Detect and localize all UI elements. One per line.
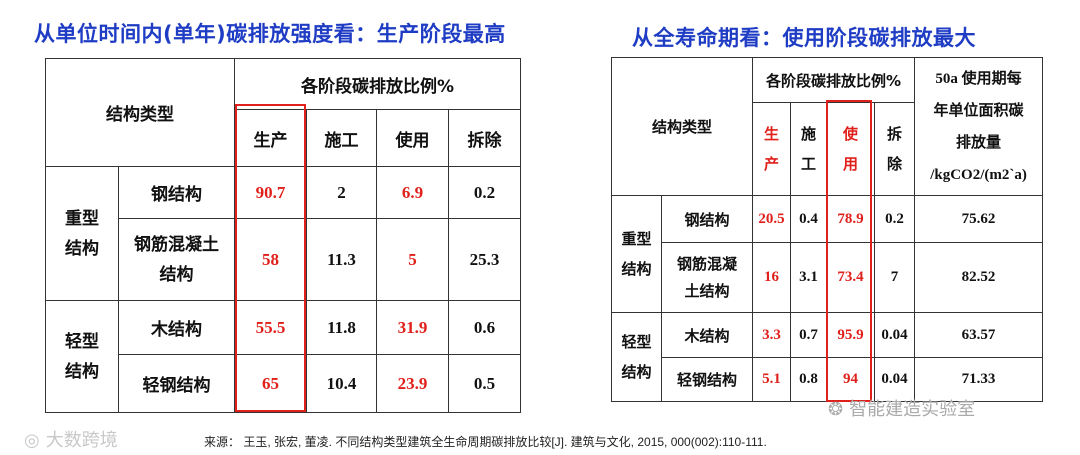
left-table: 结构类型 各阶段碳排放比例% 生产 施工 使用 拆除 重型 结构 钢结构 90.… [45,58,522,413]
group-label: 结构 [65,238,99,259]
cell-value: 58 [234,218,307,301]
stage-header-demolition: 拆除 [447,109,522,167]
group-light: 轻型 结构 [45,300,119,413]
cell-value: 0.4 [790,195,828,243]
group-label: 结构 [621,363,652,381]
cell-value: 11.8 [306,300,377,355]
stage-header-demolition: 拆 除 [874,102,916,196]
annual-header-line: /kgCO2/(m2`a) [930,166,1027,183]
cell-value: 31.9 [376,300,449,355]
cell-value: 23.9 [376,354,449,413]
row-type-label: 土结构 [684,281,730,300]
group-label: 结构 [65,361,99,382]
cell-value: 6.9 [376,166,449,219]
cell-value: 0.04 [874,357,916,402]
annual-value: 71.33 [914,357,1044,402]
left-title: 从单位时间内(单年)碳排放强度看：生产阶段最高 [34,22,506,46]
annual-value: 63.57 [914,312,1044,358]
stage-header-construction: 施工 [306,109,377,167]
cell-value: 3.1 [790,242,828,313]
cell-value: 16 [752,242,792,313]
source-citation: 来源： 王玉, 张宏, 董凌. 不同结构类型建筑全生命周期碳排放比较[J]. 建… [204,435,767,449]
cell-value: 55.5 [234,300,307,355]
table-row: 钢筋混凝 土结构 16 3.1 73.4 7 82.52 [612,242,1044,313]
stage-char: 除 [887,155,903,173]
cell-value: 25.3 [447,218,522,301]
cell-value: 0.8 [790,357,828,402]
right-title: 从全寿命期看：使用阶段碳排放最大 [632,26,976,50]
row-type-label: 钢筋混凝 [677,254,738,273]
annual-header-line: 50a 使用期每 [935,70,1022,87]
annual-value: 75.62 [914,195,1044,243]
cell-value: 3.3 [752,312,792,358]
row-type: 木结构 [118,300,235,355]
table-row: 轻钢结构 65 10.4 23.9 0.5 [46,354,522,413]
group-heavy: 重型 结构 [611,195,662,313]
annual-header-line: 年单位面积碳 [933,102,1024,119]
annual-emission-header: 50a 使用期每 年单位面积碳 排放量 /kgCO2/(m2`a) [914,57,1044,196]
cell-value: 0.2 [447,166,522,219]
row-type: 轻钢结构 [118,354,235,413]
stage-char: 施 [801,125,817,143]
group-light: 轻型 结构 [611,312,662,402]
production-highlight-box [235,104,306,412]
stage-header-construction: 施 工 [790,102,828,196]
cell-value: 0.2 [874,195,916,243]
row-type: 钢筋混凝土 结构 [118,218,235,301]
group-heavy: 重型 结构 [45,166,119,301]
row-type: 钢结构 [118,166,235,219]
row-type: 钢筋混凝 土结构 [660,242,754,313]
cell-value: 65 [234,354,307,413]
stage-char: 用 [843,155,859,173]
annual-value: 82.52 [914,242,1044,313]
cell-value: 11.3 [306,218,377,301]
group-label: 重型 [621,230,652,248]
cell-value: 20.5 [752,195,792,243]
cell-value: 2 [306,166,377,219]
cell-value: 5.1 [752,357,792,402]
row-type: 钢结构 [660,195,754,243]
use-highlight-box [826,100,872,402]
row-type: 木结构 [660,312,754,358]
watermark-left-text: 大数跨境 [45,430,118,451]
row-type: 轻钢结构 [660,357,754,402]
right-table: 结构类型 各阶段碳排放比例% 50a 使用期每 年单位面积碳 排放量 /kgCO… [610,57,1044,402]
cell-value: 5 [376,218,449,301]
group-label: 结构 [621,260,652,278]
wechat-icon: ❂ [828,399,844,420]
annual-header-line: 排放量 [956,134,1002,151]
table-row: 钢筋混凝土 结构 58 11.3 5 25.3 [46,218,522,301]
cell-value: 0.7 [790,312,828,358]
row-type-label: 结构 [159,264,194,285]
cell-value: 0.5 [447,354,522,413]
stage-char: 产 [764,155,780,173]
cell-value: 73.4 [826,242,876,313]
stage-char: 生 [764,125,780,143]
type-header: 结构类型 [610,57,754,196]
stage-char: 工 [801,155,817,173]
ratio-header: 各阶段碳排放比例% [233,58,522,110]
stage-char: 拆 [887,125,903,143]
type-header: 结构类型 [45,58,235,167]
group-label: 轻型 [65,331,99,352]
stage-header-production: 生 产 [752,102,792,196]
cell-value: 0.6 [447,300,522,355]
cell-value: 7 [874,242,916,313]
watermark-right: ❂ 智能建造实验室 [828,395,975,421]
watermark-left: ◎ 大数跨境 [24,426,118,452]
group-label: 重型 [65,208,99,229]
group-label: 轻型 [621,333,652,351]
watermark-logo-icon: ◎ [24,430,40,451]
stage-header-use: 使 用 [826,102,876,196]
table-row: 轻钢结构 5.1 0.8 94 0.04 71.33 [612,357,1044,402]
row-type-label: 钢筋混凝土 [134,234,219,255]
watermark-right-text: 智能建造实验室 [849,399,976,420]
stage-header-use: 使用 [376,109,449,167]
cell-value: 0.04 [874,312,916,358]
ratio-header: 各阶段碳排放比例% [752,57,916,103]
stage-char: 使 [843,125,859,143]
cell-value: 10.4 [306,354,377,413]
table-row: 重型 结构 钢结构 90.7 2 6.9 0.2 [45,166,522,301]
